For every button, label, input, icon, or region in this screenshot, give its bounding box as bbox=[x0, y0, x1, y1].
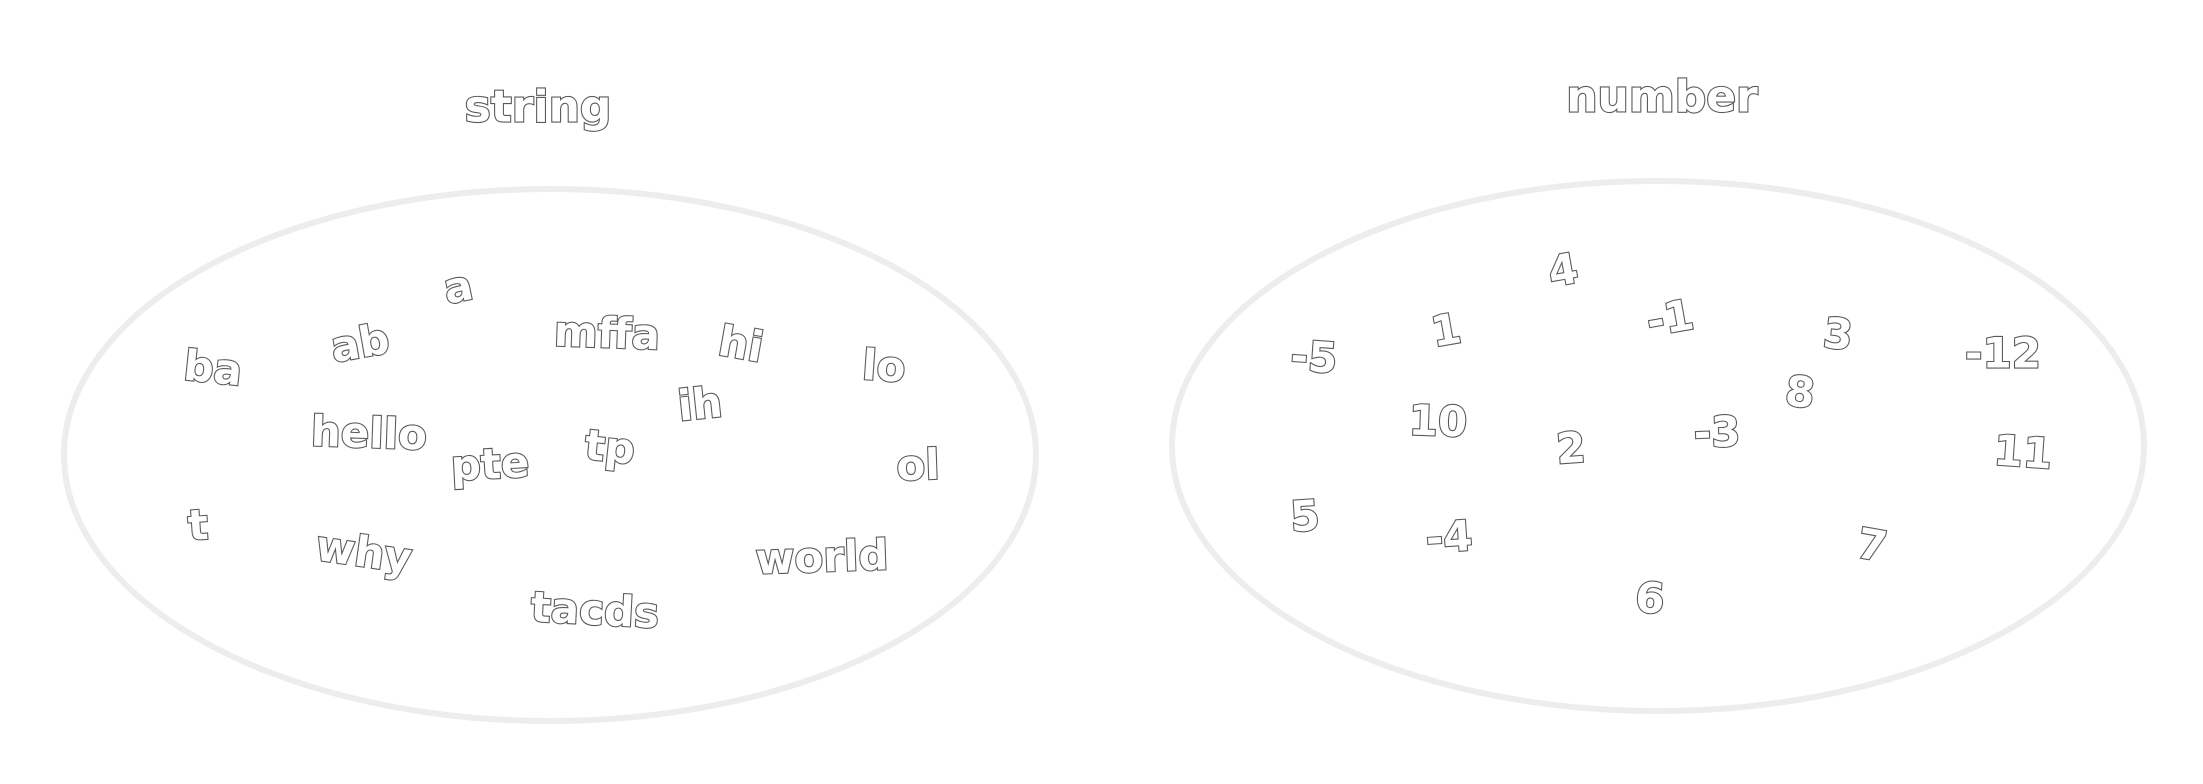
set-number-member: 3 bbox=[1821, 308, 1855, 360]
set-string-member: hello bbox=[310, 406, 428, 459]
set-string-member: ih bbox=[675, 377, 724, 430]
set-string-title: string bbox=[465, 82, 612, 133]
set-number-member: -5 bbox=[1289, 331, 1339, 383]
set-number: number -5 1 4 -1 3 -12 10 2 -3 8 11 5 -4… bbox=[1169, 70, 2147, 714]
set-string-member: tp bbox=[582, 420, 637, 474]
set-number-member: 1 bbox=[1427, 303, 1464, 356]
set-number-member: -1 bbox=[1643, 290, 1697, 346]
set-number-member: 10 bbox=[1408, 395, 1468, 446]
set-string-member: mffa bbox=[553, 307, 661, 360]
set-string-member: a bbox=[439, 260, 477, 314]
set-string-member: tacds bbox=[530, 582, 661, 638]
set-string-member: hi bbox=[715, 316, 767, 372]
set-number-member: 2 bbox=[1555, 423, 1588, 474]
set-number-member: 6 bbox=[1634, 573, 1667, 624]
set-number-member: 8 bbox=[1783, 366, 1817, 418]
set-number-member: -3 bbox=[1693, 407, 1741, 458]
set-number-member: 7 bbox=[1853, 518, 1890, 571]
set-string-member: world bbox=[755, 530, 889, 584]
set-number-member: -12 bbox=[1965, 329, 2041, 378]
set-string-member: why bbox=[313, 521, 415, 583]
set-string-member: ba bbox=[181, 341, 244, 396]
set-number-ellipse bbox=[1169, 178, 2147, 714]
set-string-member: ol bbox=[896, 440, 941, 490]
set-string-member: lo bbox=[861, 340, 908, 392]
set-string-member: ab bbox=[327, 314, 393, 372]
set-string-member: pte bbox=[449, 437, 530, 490]
set-number-member: 5 bbox=[1289, 491, 1322, 542]
set-string-member: t bbox=[186, 500, 209, 550]
set-number-member: -4 bbox=[1424, 511, 1474, 563]
set-number-member: 11 bbox=[1992, 426, 2054, 479]
set-number-member: 4 bbox=[1544, 243, 1581, 296]
set-string-ellipse bbox=[61, 186, 1039, 724]
set-string: string ba ab a mffa hi lo hello pte tp i… bbox=[61, 80, 1039, 724]
set-number-title: number bbox=[1566, 72, 1758, 123]
